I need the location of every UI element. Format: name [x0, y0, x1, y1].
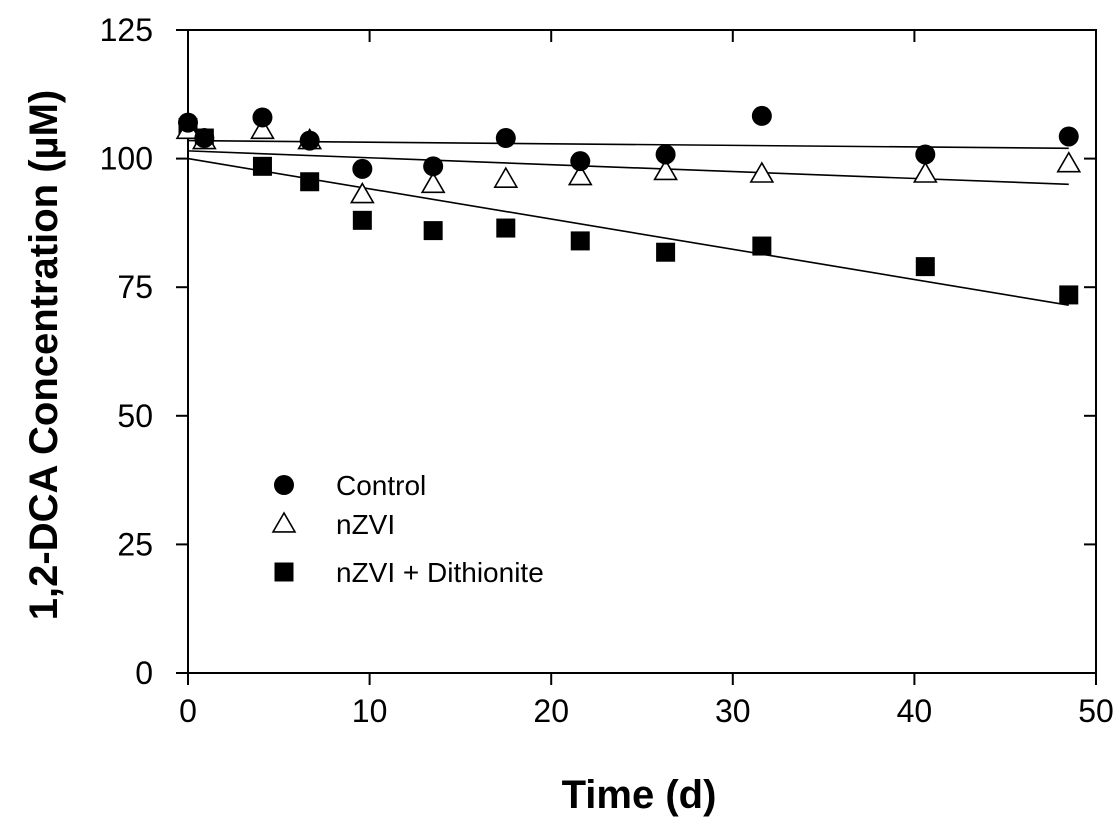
legend-label: nZVI [336, 509, 395, 540]
data-point [352, 210, 372, 230]
y-tick-label: 75 [117, 269, 153, 305]
data-point [567, 163, 593, 186]
data-point [252, 156, 272, 176]
plot-frame [187, 29, 1097, 674]
data-point [749, 161, 775, 183]
x-tick-label: 0 [179, 693, 197, 729]
y-tick-label: 0 [135, 655, 153, 691]
data-point [299, 130, 320, 151]
data-point [912, 161, 938, 183]
data-point [300, 172, 320, 192]
data-points [175, 105, 1082, 305]
x-tick-label: 40 [897, 693, 933, 729]
x-tick-label: 10 [352, 693, 388, 729]
data-point [751, 105, 772, 126]
data-point [752, 236, 772, 256]
y-tick-label: 100 [100, 141, 153, 177]
data-point [423, 221, 443, 241]
legend-marker [271, 511, 297, 533]
trend-line [187, 157, 1069, 306]
data-point [194, 128, 215, 149]
data-point [915, 257, 935, 277]
data-point [915, 144, 936, 165]
x-tick-label: 30 [715, 693, 751, 729]
data-point [570, 151, 591, 172]
trend-line [187, 150, 1069, 186]
data-point [655, 144, 676, 165]
data-point [1059, 285, 1079, 305]
data-point [250, 117, 275, 140]
y-tick-label: 50 [117, 398, 153, 434]
legend-marker [274, 475, 294, 495]
data-point [570, 231, 590, 251]
data-point [656, 242, 676, 262]
trend-lines [187, 139, 1069, 306]
x-axis-title: Time (d) [562, 773, 717, 817]
y-axis: 0 25 50 75 100 125 [100, 12, 1096, 691]
legend: Control nZVI nZVI + Dithionite [271, 470, 544, 588]
data-point [349, 181, 375, 204]
data-point [495, 128, 516, 149]
data-point [252, 107, 273, 128]
data-point [1056, 151, 1082, 173]
x-tick-label: 20 [533, 693, 569, 729]
data-point [653, 158, 678, 181]
data-point [420, 171, 446, 194]
plot-border [187, 29, 1097, 674]
data-point [1058, 126, 1079, 147]
y-tick-label: 125 [100, 12, 153, 48]
y-tick-label: 25 [117, 526, 153, 562]
data-point [423, 156, 444, 177]
legend-label: nZVI + Dithionite [336, 557, 544, 588]
x-axis: 0 10 20 30 40 50 [179, 30, 1114, 729]
data-point [178, 112, 198, 133]
data-point [496, 218, 516, 238]
legend-marker [274, 562, 294, 582]
legend-label: Control [336, 470, 426, 501]
data-point [493, 166, 519, 188]
y-axis-title: 1,2-DCA Concentration (µM) [22, 90, 66, 620]
x-tick-label: 50 [1078, 693, 1114, 729]
data-point [352, 158, 373, 179]
